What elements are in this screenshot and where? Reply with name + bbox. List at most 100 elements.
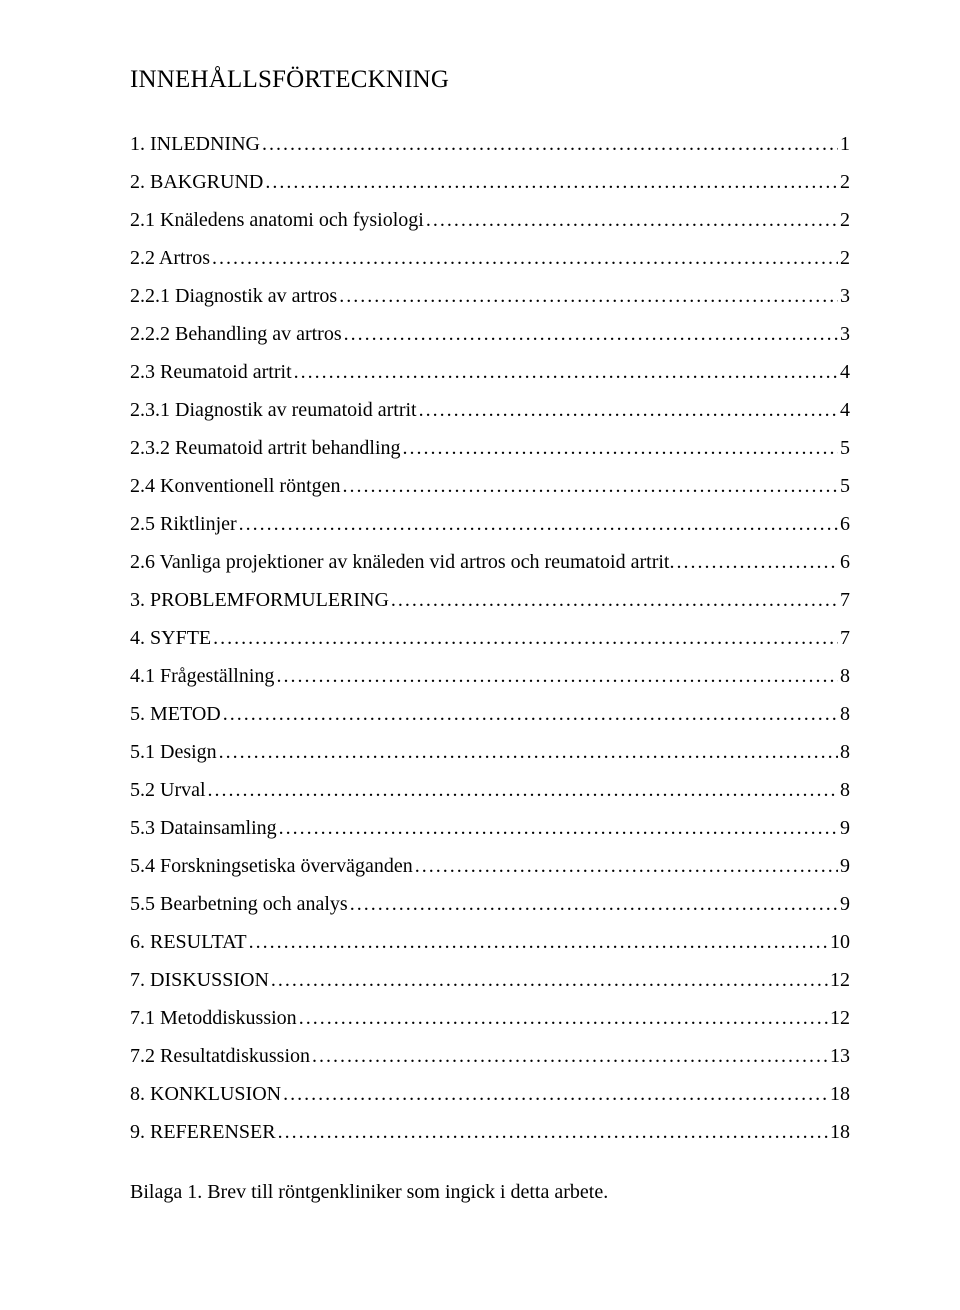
toc-entry: 2.4 Konventionell röntgen 5 bbox=[130, 470, 850, 502]
toc-entry: 5.4 Forskningsetiska överväganden 9 bbox=[130, 850, 850, 882]
toc-entry-label: 2.2.2 Behandling av artros bbox=[130, 318, 342, 350]
toc-entry-label: 5.3 Datainsamling bbox=[130, 812, 277, 844]
toc-leader-dots bbox=[239, 508, 838, 540]
toc-title: INNEHÅLLSFÖRTECKNING bbox=[130, 60, 850, 100]
toc-entry-label: 2.5 Riktlinjer bbox=[130, 508, 237, 540]
toc-entry-page: 13 bbox=[830, 1040, 850, 1072]
toc-entry-label: 2.2.1 Diagnostik av artros bbox=[130, 280, 337, 312]
toc-entry: 5.1 Design 8 bbox=[130, 736, 850, 768]
toc-entry-page: 5 bbox=[840, 432, 850, 464]
toc-entry-label: 5.1 Design bbox=[130, 736, 217, 768]
toc-entry-page: 18 bbox=[830, 1116, 850, 1148]
toc-entry-label: 6. RESULTAT bbox=[130, 926, 247, 958]
toc-leader-dots bbox=[426, 204, 838, 236]
toc-entry-page: 6 bbox=[840, 546, 850, 578]
toc-entry-page: 4 bbox=[840, 356, 850, 388]
toc-leader-dots bbox=[403, 432, 839, 464]
toc-entry: 3. PROBLEMFORMULERING 7 bbox=[130, 584, 850, 616]
toc-entry: 5. METOD 8 bbox=[130, 698, 850, 730]
toc-entry-page: 8 bbox=[840, 660, 850, 692]
toc-entry-page: 9 bbox=[840, 888, 850, 920]
toc-entry-page: 3 bbox=[840, 318, 850, 350]
toc-leader-dots bbox=[249, 926, 828, 958]
toc-entry-page: 8 bbox=[840, 698, 850, 730]
toc-entry-page: 7 bbox=[840, 622, 850, 654]
toc-entry: 1. INLEDNING1 bbox=[130, 128, 850, 160]
toc-entry-label: 5.4 Forskningsetiska överväganden bbox=[130, 850, 413, 882]
toc-leader-dots bbox=[212, 242, 838, 274]
toc-entry-page: 1 bbox=[840, 128, 850, 160]
toc-entry-page: 5 bbox=[840, 470, 850, 502]
toc-entry-page: 2 bbox=[840, 166, 850, 198]
toc-entry: 2.3 Reumatoid artrit 4 bbox=[130, 356, 850, 388]
toc-entry: 2.2.2 Behandling av artros 3 bbox=[130, 318, 850, 350]
toc-leader-dots bbox=[676, 546, 838, 578]
toc-entry: 2. BAKGRUND 2 bbox=[130, 166, 850, 198]
toc-leader-dots bbox=[271, 964, 828, 996]
toc-entry: 2.1 Knäledens anatomi och fysiologi 2 bbox=[130, 204, 850, 236]
toc-entry: 2.3.2 Reumatoid artrit behandling 5 bbox=[130, 432, 850, 464]
toc-entry: 4. SYFTE 7 bbox=[130, 622, 850, 654]
toc-entry: 9. REFERENSER 18 bbox=[130, 1116, 850, 1148]
toc-entry-label: 3. PROBLEMFORMULERING bbox=[130, 584, 389, 616]
toc-entry: 5.3 Datainsamling 9 bbox=[130, 812, 850, 844]
toc-leader-dots bbox=[350, 888, 838, 920]
toc-leader-dots bbox=[213, 622, 838, 654]
toc-leader-dots bbox=[415, 850, 838, 882]
toc-entry-label: 2.4 Konventionell röntgen bbox=[130, 470, 341, 502]
toc-entry-page: 3 bbox=[840, 280, 850, 312]
toc-entry-label: 2.6 Vanliga projektioner av knäleden vid… bbox=[130, 546, 674, 578]
toc-entry-page: 10 bbox=[830, 926, 850, 958]
toc-entry: 7.1 Metoddiskussion12 bbox=[130, 1002, 850, 1034]
toc-leader-dots bbox=[219, 736, 838, 768]
toc-leader-dots bbox=[294, 356, 838, 388]
toc-entry-label: 2. BAKGRUND bbox=[130, 166, 263, 198]
toc-entry-page: 9 bbox=[840, 812, 850, 844]
toc-leader-dots bbox=[312, 1040, 828, 1072]
toc-leader-dots bbox=[419, 394, 838, 426]
toc-entry-page: 8 bbox=[840, 774, 850, 806]
toc-entry: 2.2 Artros2 bbox=[130, 242, 850, 274]
toc-entry-label: 2.2 Artros bbox=[130, 242, 210, 274]
toc-entry: 7. DISKUSSION12 bbox=[130, 964, 850, 996]
toc-entry: 2.3.1 Diagnostik av reumatoid artrit 4 bbox=[130, 394, 850, 426]
toc-entry-label: 2.3 Reumatoid artrit bbox=[130, 356, 292, 388]
toc-entry: 4.1 Frågeställning8 bbox=[130, 660, 850, 692]
toc-leader-dots bbox=[276, 660, 838, 692]
toc-entry: 2.6 Vanliga projektioner av knäleden vid… bbox=[130, 546, 850, 578]
toc-leader-dots bbox=[343, 470, 838, 502]
appendix-line: Bilaga 1. Brev till röntgenkliniker som … bbox=[130, 1176, 850, 1208]
toc-entry: 8. KONKLUSION 18 bbox=[130, 1078, 850, 1110]
toc-entry-label: 5.5 Bearbetning och analys bbox=[130, 888, 348, 920]
toc-entry-page: 2 bbox=[840, 204, 850, 236]
toc-leader-dots bbox=[262, 128, 838, 160]
toc-entry-page: 7 bbox=[840, 584, 850, 616]
toc-entry-label: 4. SYFTE bbox=[130, 622, 211, 654]
toc-entry-label: 8. KONKLUSION bbox=[130, 1078, 281, 1110]
toc-leader-dots bbox=[208, 774, 838, 806]
toc-entry-page: 12 bbox=[830, 1002, 850, 1034]
toc-entry-label: 2.3.1 Diagnostik av reumatoid artrit bbox=[130, 394, 417, 426]
toc-entry-label: 9. REFERENSER bbox=[130, 1116, 276, 1148]
toc-leader-dots bbox=[279, 812, 838, 844]
toc-entry-page: 8 bbox=[840, 736, 850, 768]
toc-leader-dots bbox=[391, 584, 838, 616]
toc-entry-label: 2.3.2 Reumatoid artrit behandling bbox=[130, 432, 401, 464]
toc-entry: 2.2.1 Diagnostik av artros 3 bbox=[130, 280, 850, 312]
toc-entry: 7.2 Resultatdiskussion13 bbox=[130, 1040, 850, 1072]
toc-entry: 6. RESULTAT 10 bbox=[130, 926, 850, 958]
toc-entry-page: 4 bbox=[840, 394, 850, 426]
toc-leader-dots bbox=[299, 1002, 828, 1034]
toc-entry: 2.5 Riktlinjer 6 bbox=[130, 508, 850, 540]
toc-entry-page: 6 bbox=[840, 508, 850, 540]
toc-entry-page: 9 bbox=[840, 850, 850, 882]
toc-leader-dots bbox=[223, 698, 838, 730]
toc-entry-label: 5. METOD bbox=[130, 698, 221, 730]
toc-entry-page: 18 bbox=[830, 1078, 850, 1110]
toc-entry: 5.5 Bearbetning och analys 9 bbox=[130, 888, 850, 920]
toc-leader-dots bbox=[339, 280, 838, 312]
toc-entry-label: 2.1 Knäledens anatomi och fysiologi bbox=[130, 204, 424, 236]
toc-list: 1. INLEDNING12. BAKGRUND22.1 Knäledens a… bbox=[130, 128, 850, 1148]
toc-entry-page: 12 bbox=[830, 964, 850, 996]
toc-entry: 5.2 Urval8 bbox=[130, 774, 850, 806]
